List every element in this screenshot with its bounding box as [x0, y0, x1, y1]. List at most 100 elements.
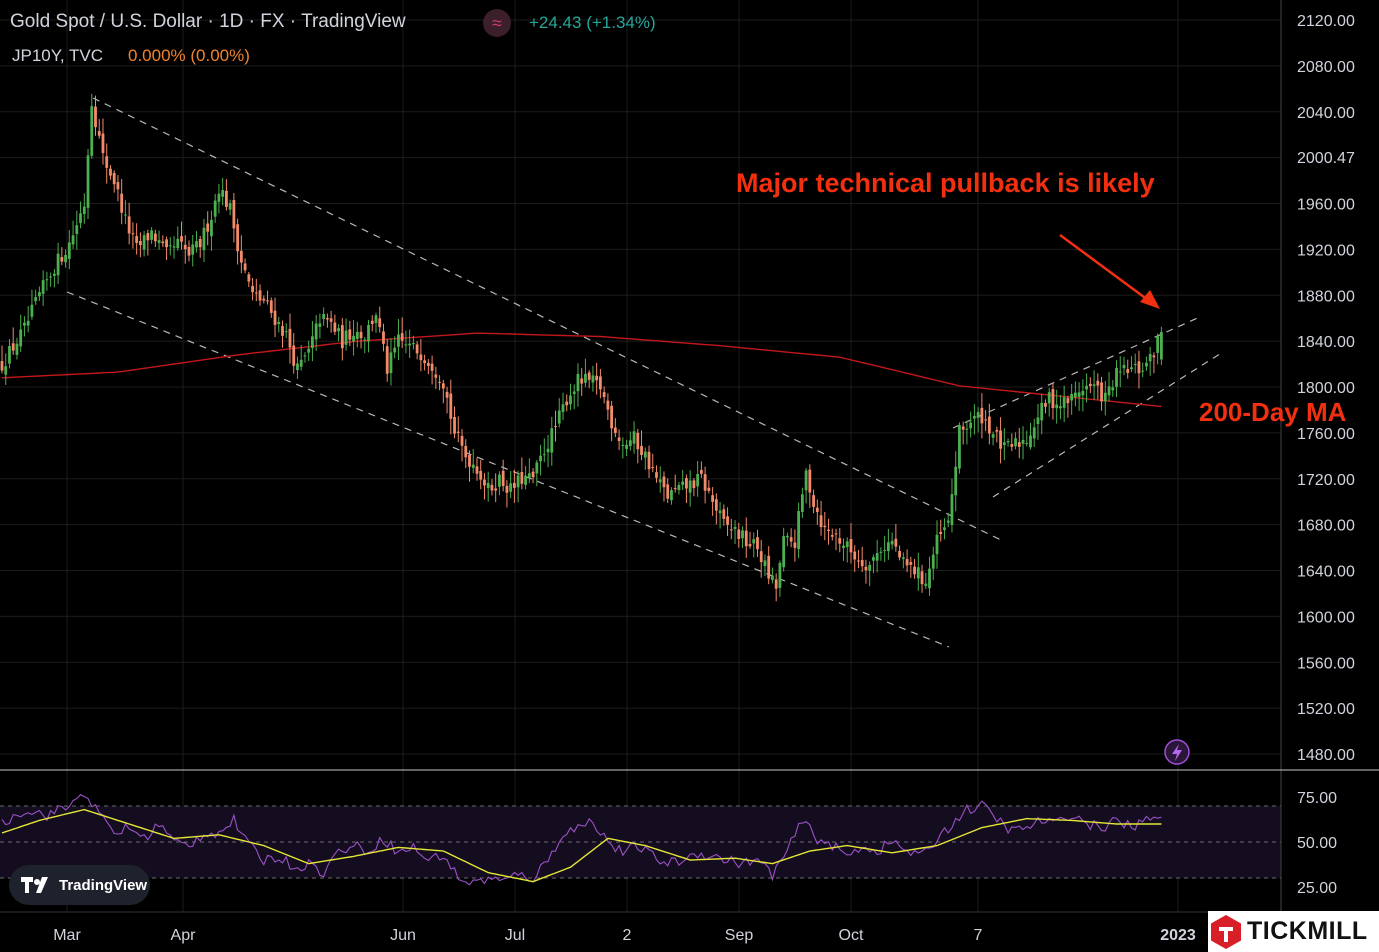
candle-body [505, 485, 509, 493]
candle-body [161, 241, 165, 244]
time-tick-label: Oct [839, 927, 864, 944]
candle-body [763, 560, 767, 567]
candle-body [225, 190, 228, 207]
candle-body [464, 445, 468, 458]
wave-icon[interactable]: ≈ [483, 9, 511, 37]
candle-body [565, 401, 569, 406]
candle-body [438, 381, 441, 383]
candle-body [79, 213, 82, 224]
annotation-arrow [1059, 233, 1160, 309]
candle-body [288, 328, 292, 348]
candle-body [82, 206, 86, 215]
candle-body [52, 273, 56, 276]
candle-body [1002, 442, 1006, 446]
candle-body [142, 235, 146, 250]
candle-body [494, 488, 498, 491]
candle-body [1103, 392, 1107, 402]
candle-body [299, 359, 303, 367]
rsi-line [1, 794, 1162, 886]
candle-body [1148, 354, 1152, 362]
candle-body [1130, 367, 1133, 370]
price-tick-label: 1600.00 [1297, 609, 1355, 626]
candle-body [1062, 397, 1066, 408]
candle-body [146, 233, 150, 241]
candle-body [348, 329, 352, 340]
candle-body [266, 300, 269, 302]
candle-body [153, 233, 157, 242]
candle-body [599, 376, 602, 390]
candle-body [714, 499, 718, 511]
candle-body [75, 225, 79, 235]
candle-body [19, 329, 23, 347]
candle-body [1059, 406, 1062, 409]
candle-body [94, 106, 97, 128]
candle-body [352, 335, 355, 342]
candle-body [1092, 384, 1096, 386]
price-tick-label: 2120.00 [1297, 13, 1355, 30]
candle-body [920, 571, 924, 585]
candle-body [512, 482, 516, 488]
candle-body [812, 495, 815, 507]
candle-body [699, 469, 703, 474]
candle-body [969, 422, 973, 429]
candle-body [786, 535, 789, 538]
candle-body [744, 530, 748, 547]
candle-body [41, 280, 45, 294]
candle-body [759, 551, 763, 563]
candle-body [97, 131, 101, 136]
tickmill-logo-icon [1211, 914, 1241, 949]
candle-body [202, 227, 206, 251]
candle-body [782, 536, 786, 568]
candle-body [901, 557, 905, 559]
candle-body [976, 412, 980, 418]
overlay-symbol: JP10Y, TVC [12, 46, 104, 65]
candle-body [991, 434, 995, 438]
candle-body [1137, 361, 1141, 374]
candle-body [389, 352, 393, 374]
candle-body [621, 444, 625, 446]
candle-body [210, 219, 213, 237]
candle-body [928, 568, 931, 589]
candle-body [771, 575, 774, 580]
price-tick-label: 2000.47 [1297, 150, 1355, 167]
candle-body [217, 193, 221, 202]
candle-body [767, 555, 771, 579]
candle-body [688, 480, 692, 493]
price-change: +24.43 (+1.34%) [529, 13, 656, 32]
candle-body [213, 200, 217, 217]
candle-body [890, 540, 894, 545]
candle-body [318, 323, 322, 327]
candle-body [838, 538, 842, 544]
candle-body [11, 343, 15, 351]
candle-body [789, 537, 793, 542]
candle-body [1077, 392, 1081, 397]
candle-body [628, 440, 632, 447]
candle-body [247, 274, 251, 282]
candle-body [722, 509, 726, 519]
channel-line [952, 315, 1203, 429]
candle-body [1115, 367, 1118, 387]
tradingview-badge[interactable]: TradingView [9, 865, 150, 905]
candle-body [135, 236, 139, 243]
price-tick-label: 1520.00 [1297, 701, 1355, 718]
candle-body [400, 333, 404, 341]
candle-body [419, 354, 423, 361]
candle-body [157, 240, 161, 243]
candle-body [707, 487, 711, 491]
candle-body [756, 537, 759, 550]
candle-body [961, 426, 965, 430]
candle-body [651, 467, 655, 469]
candle-body [913, 566, 916, 575]
candle-body [1133, 363, 1137, 365]
candle-body [550, 428, 554, 453]
candle-body [916, 567, 920, 579]
candle-body [815, 507, 819, 513]
candle-body [666, 484, 670, 499]
candle-body [251, 285, 254, 293]
candle-body [894, 538, 898, 547]
candle-body [1107, 386, 1111, 396]
candle-body [595, 375, 599, 381]
candle-body [109, 168, 112, 176]
candle-body [939, 531, 943, 535]
